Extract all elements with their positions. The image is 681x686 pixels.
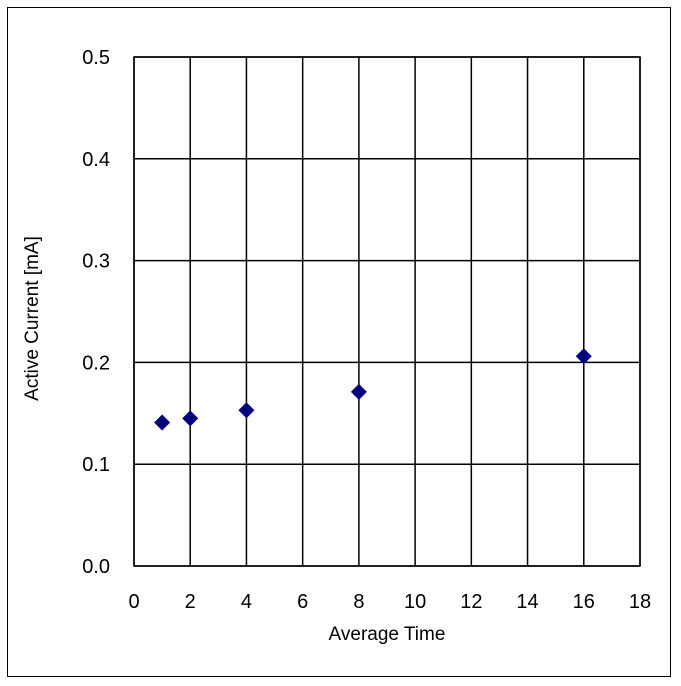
x-tick-label: 4	[241, 591, 252, 613]
x-tick-label: 10	[404, 591, 426, 613]
x-tick-label: 2	[185, 591, 196, 613]
y-tick-label: 0.4	[82, 149, 110, 171]
y-tick-label: 0.0	[82, 556, 110, 578]
data-point	[238, 402, 255, 419]
data-point	[575, 348, 592, 365]
y-tick-labels: 0.0 0.1 0.2 0.3 0.4 0.5	[82, 47, 110, 578]
x-axis-title: Average Time	[329, 624, 446, 645]
y-tick-label: 0.3	[82, 251, 110, 273]
data-points	[154, 348, 592, 431]
y-tick-label: 0.2	[82, 352, 110, 374]
x-tick-labels: 0 2 4 6 8 10 12 14 16 18	[128, 591, 651, 613]
y-axis-title: Active Current [mA]	[22, 236, 43, 401]
data-point	[154, 414, 171, 431]
x-tick-label: 12	[460, 591, 482, 613]
data-point	[350, 383, 367, 400]
x-tick-label: 8	[353, 591, 364, 613]
grid-layer	[133, 56, 641, 567]
y-tick-label: 0.5	[82, 47, 110, 69]
x-tick-label: 6	[297, 591, 308, 613]
y-tick-label: 0.1	[82, 454, 110, 476]
x-tick-label: 14	[516, 591, 538, 613]
x-tick-label: 18	[629, 591, 651, 613]
plot-area	[133, 56, 641, 567]
x-tick-label: 16	[573, 591, 595, 613]
data-point	[182, 410, 199, 427]
x-tick-label: 0	[128, 591, 139, 613]
